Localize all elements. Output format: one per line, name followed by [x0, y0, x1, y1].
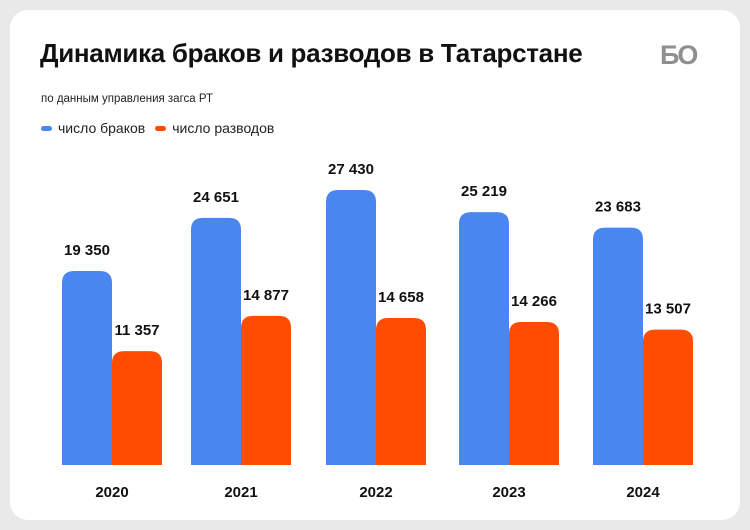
legend-swatch-divorces	[155, 125, 167, 131]
chart-title: Динамика браков и разводов в Татарстане	[40, 38, 583, 68]
value-label-divorces-2024: 13 507	[645, 301, 691, 318]
category-label-2020: 2020	[95, 484, 128, 501]
value-label-divorces-2021: 14 877	[243, 287, 289, 304]
value-label-divorces-2023: 14 266	[511, 293, 557, 310]
bar-marriages-2020	[62, 271, 112, 465]
category-label-2022: 2022	[359, 484, 392, 501]
value-label-marriages-2024: 23 683	[595, 199, 641, 216]
legend-label-marriages: число браков	[58, 120, 146, 136]
bar-divorces-2020	[112, 351, 162, 465]
value-label-marriages-2022: 27 430	[328, 161, 374, 178]
legend-item-marriages: число браков	[41, 120, 145, 136]
bar-divorces-2024	[643, 329, 693, 465]
bar-marriages-2024	[593, 227, 643, 465]
bar-marriages-2022	[326, 190, 376, 465]
category-label-2021: 2021	[224, 484, 257, 501]
bar-divorces-2023	[509, 321, 559, 465]
value-label-divorces-2022: 14 658	[378, 289, 424, 306]
bar-marriages-2021	[191, 217, 241, 465]
legend-swatch-marriages	[41, 125, 52, 131]
value-label-marriages-2020: 19 350	[64, 242, 110, 259]
value-label-marriages-2023: 25 219	[461, 183, 507, 200]
bar-marriages-2023	[459, 212, 509, 465]
legend: число браков число разводов	[41, 120, 284, 136]
category-label-2023: 2023	[492, 484, 525, 501]
chart-subtitle: по данным управления загса РТ	[41, 93, 214, 105]
value-label-divorces-2020: 11 357	[114, 322, 159, 339]
bo-logo: БО	[660, 40, 698, 70]
category-label-2024: 2024	[626, 484, 660, 501]
legend-label-divorces: число разводов	[172, 120, 275, 136]
legend-item-divorces: число разводов	[155, 120, 274, 136]
bar-divorces-2022	[376, 318, 426, 465]
bar-divorces-2021	[241, 315, 291, 465]
value-label-marriages-2021: 24 651	[193, 189, 239, 206]
